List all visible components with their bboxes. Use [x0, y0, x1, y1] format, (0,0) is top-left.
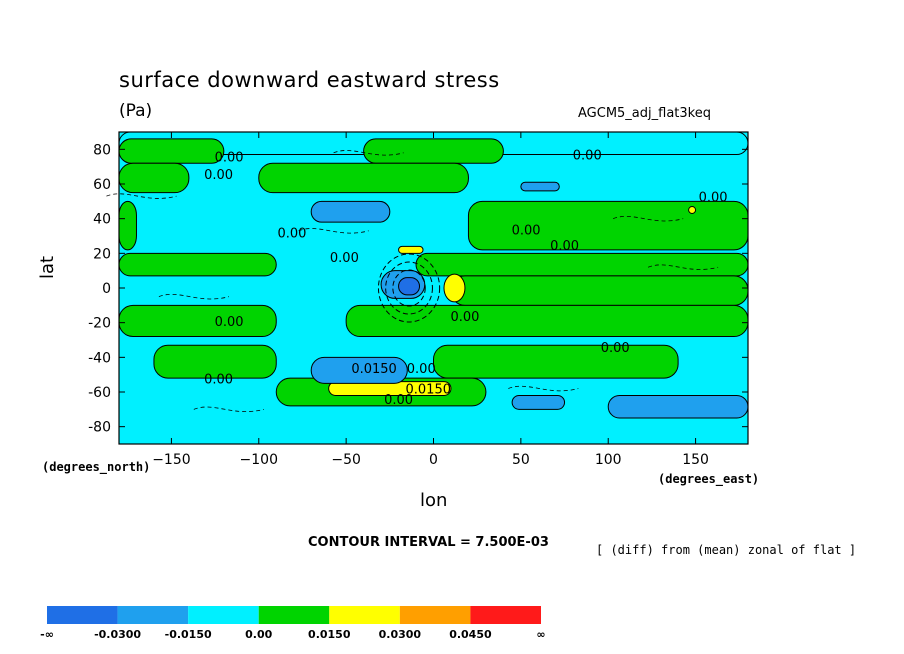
- contour-region-green-4-0: [118, 252, 277, 277]
- contour-label: 0.0150: [406, 383, 452, 398]
- colorbar-label: -0.0300: [94, 628, 141, 641]
- contour-region-green-2-1: [258, 162, 469, 194]
- y-tick-label: -20: [88, 316, 111, 332]
- contour-region-yellow-10-0: [443, 273, 466, 303]
- contour-label: 0.00: [601, 341, 630, 356]
- negative-contour-line: [158, 293, 229, 300]
- x-tick-label: 150: [682, 452, 709, 468]
- chart-title: surface downward eastward stress: [119, 68, 500, 92]
- colorbar-swatch: [117, 606, 189, 624]
- y-tick-label: 40: [93, 212, 111, 228]
- colorbar-label: -∞: [40, 628, 54, 641]
- contour-region-green-4-1: [415, 252, 749, 277]
- contour-label: 0.00: [330, 251, 359, 266]
- colorbar-label: ∞: [536, 628, 545, 641]
- contour-region-blue_mid-19-0: [511, 394, 566, 410]
- contour-region-green-6-0: [118, 304, 277, 338]
- contour-region-green-1-1: [363, 138, 504, 164]
- negative-contour-line: [613, 215, 684, 222]
- contour-interval-text: CONTOUR INTERVAL = 7.500E-03: [308, 535, 549, 550]
- x-tick-label: −100: [240, 452, 278, 468]
- x-tick-label: 50: [512, 452, 530, 468]
- y-tick-label: -80: [88, 420, 111, 436]
- contour-label: 0.00: [573, 149, 602, 164]
- jet-contour-ring: [385, 261, 433, 315]
- contour-label: 0.00: [450, 310, 479, 325]
- y-tick-label: -40: [88, 350, 111, 366]
- contour-label: 0.00: [204, 168, 233, 183]
- negative-contour-line: [647, 264, 719, 270]
- colorbar-label: 0.0300: [379, 628, 422, 641]
- x-tick-label: −50: [331, 452, 361, 468]
- contour-label: 0.0150: [351, 362, 397, 377]
- contour-region-green-1-0: [118, 138, 225, 164]
- negative-contour-line: [298, 228, 369, 234]
- contour-region-green-7-1: [433, 344, 679, 379]
- y-tick-label: 80: [93, 142, 111, 158]
- contour-region-blue_mid-18-0: [607, 394, 749, 419]
- x-tick-label: 100: [595, 452, 622, 468]
- colorbar-swatch: [399, 606, 471, 624]
- negative-contour-line: [333, 150, 404, 156]
- contour-region-blue_mid-13-0: [310, 200, 391, 223]
- contour-label: 0.00: [277, 227, 306, 242]
- y-tick-label: 20: [93, 246, 111, 262]
- contour-region-yellow-11-0: [398, 245, 424, 254]
- negative-contour-line: [106, 193, 177, 199]
- jet-contour-ring: [377, 253, 441, 323]
- contour-label: 0.00: [407, 362, 436, 377]
- colorbar-swatch: [47, 606, 118, 624]
- jet-contour-ring: [392, 269, 426, 307]
- colorbar-label: 0.0150: [308, 628, 351, 641]
- x-tick-label: −150: [152, 452, 190, 468]
- contour-label: 0.00: [550, 239, 579, 254]
- colorbar-swatch: [258, 606, 330, 624]
- contour-region-green-2-0: [118, 162, 190, 194]
- contour-region-green-5-0: [450, 275, 749, 306]
- colorbar-swatch: [188, 606, 259, 624]
- x-tick-label: 0: [429, 452, 438, 468]
- contour-region-yellow-12-0: [688, 206, 697, 214]
- contour-region-blue_mid-14-0: [520, 181, 560, 192]
- contour-region-green-6-1: [345, 304, 749, 338]
- x-units-note: (degrees_east): [658, 472, 760, 486]
- colorbar-label: -0.0150: [165, 628, 212, 641]
- contour-region-green-7-0: [153, 344, 277, 379]
- colorbar-swatch: [329, 606, 400, 624]
- contour-region-green-3-0: [118, 200, 137, 251]
- contour-label: 0.00: [699, 190, 728, 205]
- y-units-note: (degrees_north): [42, 460, 151, 474]
- contour-label: 0.00: [215, 315, 244, 330]
- colorbar-label: 0.00: [245, 628, 272, 641]
- y-tick-label: 60: [93, 177, 111, 193]
- colorbar-swatch: [470, 606, 541, 624]
- negative-contour-line: [508, 385, 579, 392]
- diff-note: [ (diff) from (mean) zonal of flat ]: [596, 543, 857, 557]
- colorbar-label: 0.0450: [449, 628, 492, 641]
- units-label: (Pa): [119, 101, 153, 121]
- contour-region-blue_mid-17-0: [310, 356, 408, 384]
- y-axis-title: lat: [37, 255, 58, 279]
- contour-label: 0.00: [215, 150, 244, 165]
- contour-region-blue_dark-16-0: [398, 277, 421, 296]
- y-tick-label: 0: [102, 281, 111, 297]
- contour-label: 0.00: [204, 372, 233, 387]
- contour-region-green-3-1: [467, 200, 749, 251]
- contour-label: 0.00: [384, 393, 413, 408]
- y-tick-label: -60: [88, 385, 111, 401]
- dataset-label: AGCM5_adj_flat3keq: [578, 106, 711, 121]
- negative-contour-line: [193, 406, 264, 413]
- contour-label: 0.00: [512, 223, 541, 238]
- x-axis-title: lon: [420, 490, 448, 511]
